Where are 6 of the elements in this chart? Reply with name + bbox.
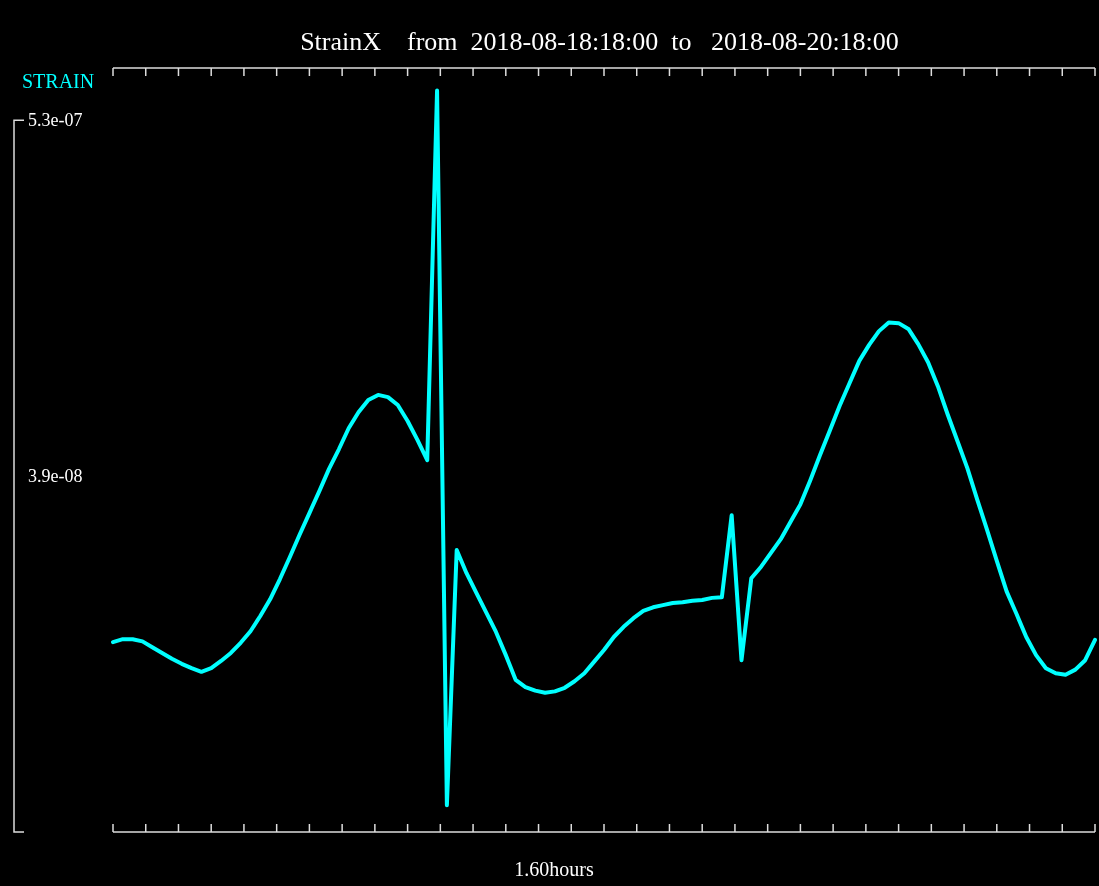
chart-title: StrainX from 2018-08-18:18:00 to 2018-08-20:18:00 bbox=[300, 27, 899, 56]
x-axis-title: 1.60hours bbox=[514, 858, 594, 880]
y-tick-label: 3.9e-08 bbox=[28, 466, 83, 487]
y-tick-label: 5.3e-07 bbox=[28, 110, 83, 131]
text: STRAIN bbox=[22, 70, 95, 92]
line-series bbox=[111, 88, 1097, 808]
